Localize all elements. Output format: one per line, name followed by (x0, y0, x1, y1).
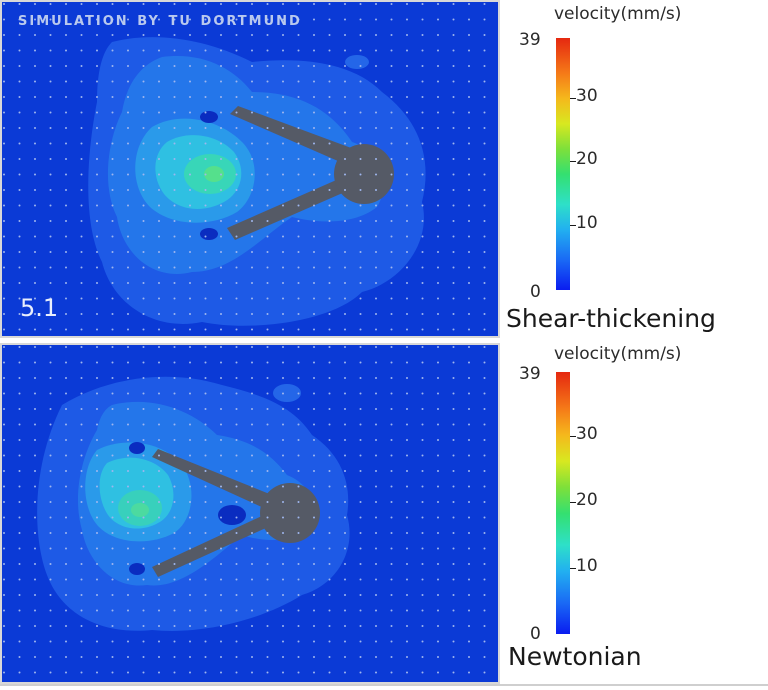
tick-label-bottom-20: 20 (576, 490, 598, 510)
fluid-label-newtonian: Newtonian (508, 642, 642, 671)
bottom-divider (0, 684, 768, 686)
tick-label-bottom-10: 10 (576, 556, 598, 576)
newtonian-panel (0, 343, 500, 684)
tick-label-top-30: 30 (576, 86, 598, 106)
velocity-field-bottom (2, 345, 498, 682)
tick-label-bottom-30: 30 (576, 424, 598, 444)
tick-label-top-10: 10 (576, 213, 598, 233)
simulation-banner: SIMULATION BY TU DORTMUND (18, 8, 302, 30)
colorbar-title-bottom: velocity(mm/s) (554, 344, 682, 364)
colorbar-min-bottom: 0 (530, 624, 541, 644)
fluid-label-shear-thickening: Shear-thickening (506, 304, 716, 333)
colorbar-top (556, 38, 570, 290)
colorbar-max-top: 39 (519, 30, 541, 50)
tick-label-top-20: 20 (576, 149, 598, 169)
colorbar-bottom (556, 372, 570, 634)
colorbar-max-bottom: 39 (519, 364, 541, 384)
frame-number: 5.1 (20, 294, 59, 322)
shear-thickening-panel: SIMULATION BY TU DORTMUND 5.1 (0, 0, 500, 338)
colorbar-title-top: velocity(mm/s) (554, 4, 682, 24)
velocity-field-top (2, 2, 498, 336)
colorbar-min-top: 0 (530, 282, 541, 302)
